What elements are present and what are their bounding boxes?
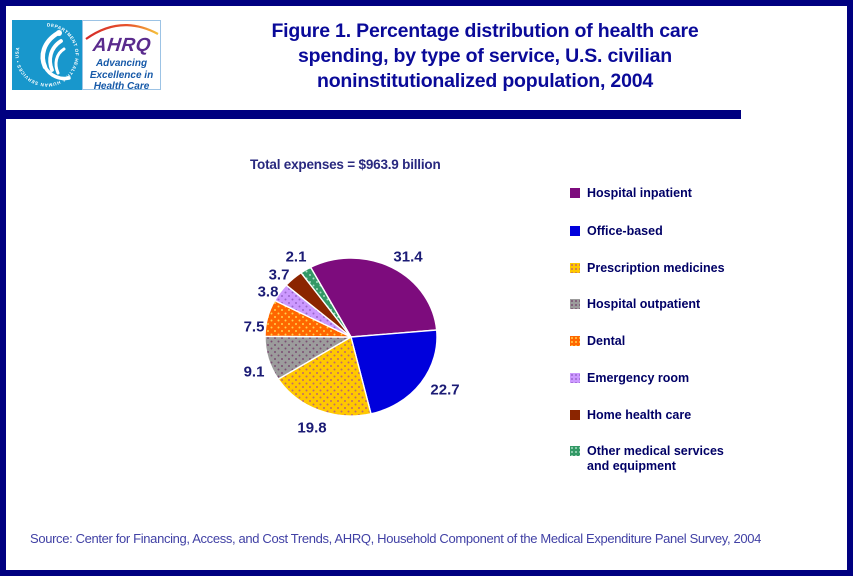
ahrq-tagline: Advancing Excellence in Health Care: [90, 58, 153, 93]
page-title-line: noninstitutionalized population, 2004: [316, 70, 654, 92]
pie-slice-office-based: [350, 329, 438, 415]
legend-label: Other medical services and equipment: [587, 444, 724, 473]
legend-swatch: [570, 188, 580, 198]
legend-label: Hospital inpatient: [587, 186, 692, 200]
legend-label: Office-based: [587, 224, 663, 238]
hhs-ahrq-logo: DEPARTMENT OF HEALTH & HUMAN SERVICES • …: [12, 20, 161, 93]
legend-swatch: [570, 226, 580, 236]
ahrq-logo: AHRQ Advancing Excellence in Health Care: [82, 20, 161, 93]
slice-value-home-health-care: 3.7: [268, 266, 290, 284]
legend-item-dental: Dental: [570, 334, 748, 349]
page-title-line: Figure 1. Percentage distribution of hea…: [271, 20, 699, 42]
legend-item-other-medical-services-and-equipment: Other medical services and equipment: [570, 444, 748, 474]
legend-label: Dental: [587, 334, 626, 348]
legend-swatch: [570, 410, 580, 420]
page-title: Figure 1. Percentage distribution of hea…: [215, 19, 755, 94]
chart-total-label: Total expenses = $963.9 billion: [250, 157, 441, 172]
slice-value-dental: 7.5: [243, 318, 265, 336]
legend-item-hospital-inpatient: Hospital inpatient: [570, 186, 748, 201]
slice-value-hospital-outpatient: 9.1: [243, 363, 265, 381]
legend-item-home-health-care: Home health care: [570, 408, 748, 423]
legend-swatch: [570, 263, 580, 273]
ahrq-tagline-line: Health Care: [93, 81, 150, 92]
ahrq-tagline-line: Excellence in: [89, 69, 154, 81]
source-text: Source: Center for Financing, Access, an…: [30, 531, 762, 546]
slice-value-other-medical-services-and-equipment: 2.1: [285, 248, 307, 266]
pie-slice-hospital-inpatient: [309, 257, 438, 338]
slice-value-office-based: 22.7: [430, 381, 460, 399]
hhs-eagle-icon: DEPARTMENT OF HEALTH & HUMAN SERVICES • …: [14, 22, 79, 87]
legend-item-office-based: Office-based: [570, 224, 748, 239]
pie-slice-prescription-medicines: [277, 335, 372, 417]
legend-label: Hospital outpatient: [587, 297, 701, 311]
ahrq-tagline-line: Advancing: [95, 58, 148, 69]
eagle-stripes: [40, 30, 71, 81]
legend-item-emergency-room: Emergency room: [570, 371, 748, 386]
legend-swatch: [570, 446, 580, 456]
legend-swatch: [570, 336, 580, 346]
eagle-head: [56, 30, 62, 36]
legend-swatch: [570, 299, 580, 309]
legend-item-hospital-outpatient: Hospital outpatient: [570, 297, 748, 312]
legend-swatch: [570, 373, 580, 383]
hhs-logo: DEPARTMENT OF HEALTH & HUMAN SERVICES • …: [12, 20, 82, 90]
pie-slice-other-medical-services-and-equipment: [299, 266, 352, 338]
slice-value-hospital-inpatient: 31.4: [393, 248, 423, 266]
title-divider: [6, 110, 741, 119]
legend-label: Emergency room: [587, 371, 690, 385]
ahrq-wordmark: AHRQ: [91, 35, 152, 56]
legend-item-prescription-medicines: Prescription medicines: [570, 261, 748, 276]
slice-value-prescription-medicines: 19.8: [297, 419, 327, 437]
page-title-line: spending, by type of service, U.S. civil…: [298, 45, 672, 67]
ahrq-arc-icon: [85, 24, 159, 40]
legend-label: Prescription medicines: [587, 261, 725, 275]
slice-value-emergency-room: 3.8: [257, 283, 279, 301]
legend-label: Home health care: [587, 408, 692, 422]
